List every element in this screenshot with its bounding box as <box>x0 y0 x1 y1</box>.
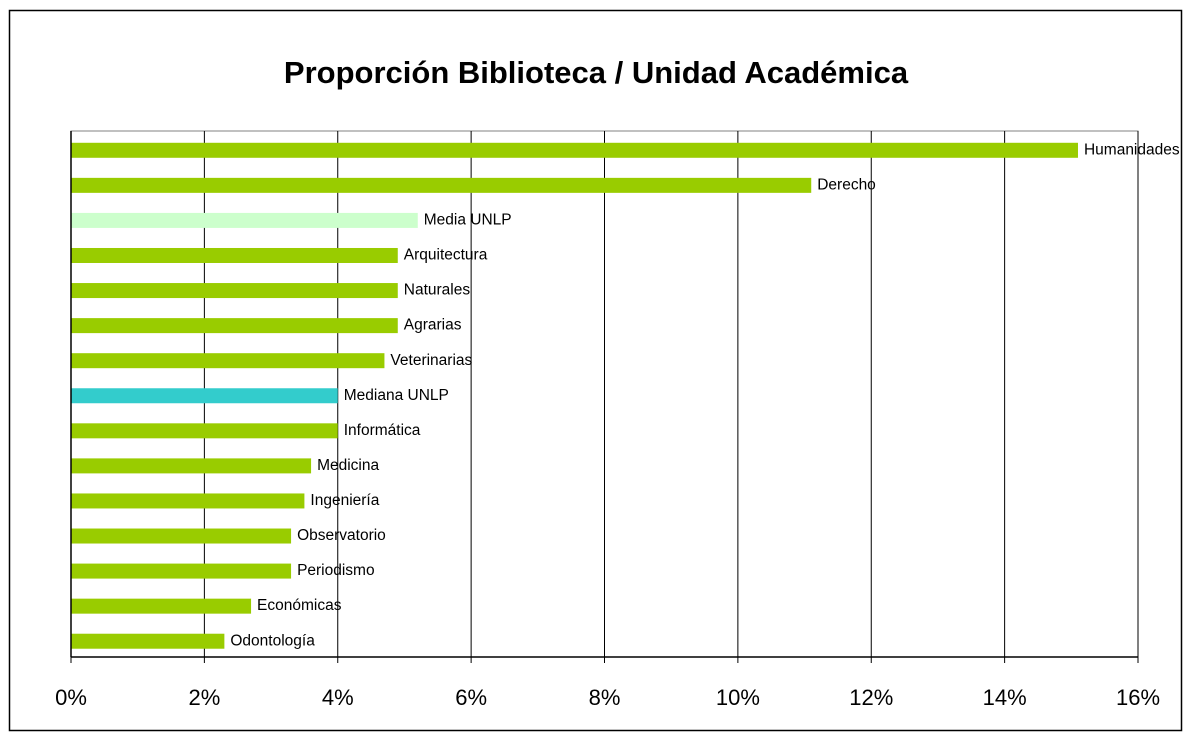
bar <box>71 493 305 509</box>
bar <box>71 353 385 369</box>
x-tick-label: 8% <box>589 685 621 710</box>
bar <box>71 633 225 649</box>
bar <box>71 598 252 614</box>
data-label: Económicas <box>257 597 342 614</box>
x-tick-label: 16% <box>1116 685 1160 710</box>
data-label: Naturales <box>404 282 471 299</box>
data-label: Mediana UNLP <box>344 387 449 404</box>
data-label: Observatorio <box>297 527 386 544</box>
data-label: Media UNLP <box>424 212 512 229</box>
bar <box>71 142 1078 158</box>
bar <box>71 563 292 579</box>
data-label: Arquitectura <box>404 247 488 264</box>
chart-frame <box>8 9 1183 732</box>
x-tick-label: 10% <box>716 685 760 710</box>
data-label: Veterinarias <box>390 352 472 369</box>
x-tick-label: 12% <box>849 685 893 710</box>
bar <box>71 458 312 474</box>
bar <box>71 388 338 404</box>
data-label: Informática <box>344 422 421 439</box>
data-label: Periodismo <box>297 562 375 579</box>
bar <box>71 247 398 263</box>
bar <box>71 212 418 228</box>
data-label: Odontología <box>230 632 315 649</box>
bar <box>71 528 292 544</box>
chart-title: Proporción Biblioteca / Unidad Académica <box>284 55 909 90</box>
x-tick-label: 2% <box>188 685 220 710</box>
bar <box>71 177 812 193</box>
data-label: Agrarias <box>404 317 462 334</box>
data-label: Medicina <box>317 457 379 474</box>
bar <box>71 283 398 299</box>
x-tick-label: 0% <box>55 685 87 710</box>
bar <box>71 318 398 334</box>
bar <box>71 423 338 439</box>
data-label: Derecho <box>817 176 876 193</box>
x-tick-label: 6% <box>455 685 487 710</box>
x-tick-label: 14% <box>983 685 1027 710</box>
data-label: Humanidades <box>1084 141 1180 158</box>
x-tick-label: 4% <box>322 685 354 710</box>
data-label: Ingeniería <box>310 492 379 509</box>
